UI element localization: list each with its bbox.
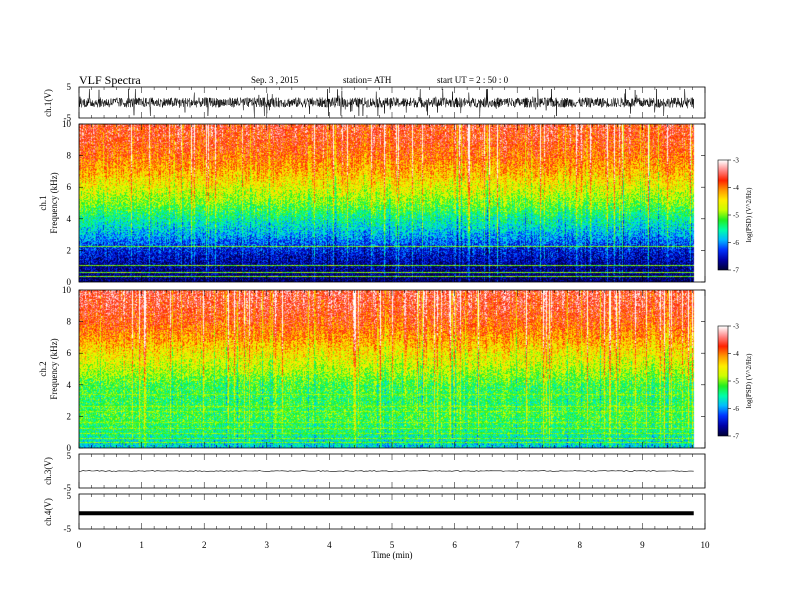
colorbar-tick-label: -3	[733, 323, 739, 331]
ytick-label: 8	[67, 317, 72, 327]
spectrogram-ch1-channel-label: ch.1	[38, 195, 48, 210]
ch4-ytick-bottom: -5	[64, 524, 72, 534]
colorbar-ch1-ticks: -3 -4 -5 -6 -7	[728, 157, 739, 275]
spectrogram-ch1-ylabel: Frequency (kHz)	[49, 172, 59, 233]
ytick-label: 6	[67, 182, 72, 192]
ch1-ytick-top: 5	[67, 82, 72, 92]
xtick-label: 6	[452, 540, 457, 550]
colorbar-tick-label: -6	[733, 405, 739, 413]
ch3-waveform	[78, 470, 694, 472]
ch3-trace-line	[78, 470, 694, 472]
colorbar-tick-label: -6	[733, 239, 739, 247]
xtick-label: 7	[515, 540, 520, 550]
x-axis-tick-labels: 0 1 2 3 4 5 6 7 8 9 10	[77, 540, 710, 550]
ch3-panel: 5 -5 ch.3(V)	[43, 451, 706, 493]
spectrogram-ch2-ylabel: Frequency (kHz)	[49, 338, 59, 399]
ytick-label: 0	[67, 277, 72, 287]
xtick-label: 0	[77, 540, 82, 550]
spectrogram-ch2-channel-label: ch.2	[38, 361, 48, 376]
xtick-label: 1	[139, 540, 144, 550]
xtick-label: 4	[327, 540, 332, 550]
ytick-label: 4	[67, 380, 72, 390]
ch1-trace-line	[78, 88, 694, 117]
colorbar-ch2-label: log(PSD) (V^2/Hz)	[745, 353, 753, 408]
date-label: Sep. 3 , 2015	[251, 75, 299, 85]
ytick-label: 2	[67, 411, 72, 421]
xtick-label: 2	[202, 540, 207, 550]
spectrogram-ch1-yticks: 0 2 4 6 8 10	[62, 119, 705, 287]
ch1-panel: 5 -5 ch.1(V)	[43, 82, 706, 123]
ytick-label: 0	[67, 443, 72, 453]
x-axis-label: Time (min)	[372, 550, 413, 560]
figure-title: VLF Spectra	[79, 73, 141, 87]
colorbar-tick-label: -5	[733, 212, 739, 220]
colorbar-ch2-ticks: -3 -4 -5 -6 -7	[728, 323, 739, 441]
ch1-ytick-bottom: -5	[64, 113, 72, 123]
xtick-label: 5	[390, 540, 395, 550]
ch4-ytick-top: 5	[67, 491, 72, 501]
ch4-panel: 5 -5 ch.4(V)	[43, 491, 706, 534]
x-axis-ticks	[78, 87, 706, 529]
ch3-ytick-top: 5	[67, 451, 72, 461]
cb1-gradient	[718, 160, 728, 270]
ch1-waveform	[78, 88, 694, 117]
spectrogram-ch1-heatmap	[79, 124, 705, 282]
start-time-label: start UT = 2 : 50 : 0	[437, 75, 509, 85]
cb2-gradient	[718, 326, 728, 436]
ytick-label: 4	[67, 214, 72, 224]
spectrogram-ch2-heatmap	[79, 290, 705, 448]
colorbar-tick-label: -7	[733, 267, 739, 275]
ytick-label: 8	[67, 151, 72, 161]
colorbar-tick-label: -7	[733, 433, 739, 441]
ytick-label: 2	[67, 245, 72, 255]
xtick-label: 9	[640, 540, 645, 550]
colorbar-tick-label: -5	[733, 378, 739, 386]
ch3-ytick-bottom: -5	[64, 483, 72, 493]
ytick-label: 6	[67, 348, 72, 358]
ytick-label: 10	[62, 119, 72, 129]
xtick-label: 8	[578, 540, 583, 550]
colorbar-tick-label: -3	[733, 157, 739, 165]
colorbar-ch1-label: log(PSD) (V^2/Hz)	[745, 187, 753, 242]
colorbar-tick-label: -4	[733, 184, 739, 192]
colorbar-tick-label: -4	[733, 350, 739, 358]
ch1-ylabel: ch.1(V)	[43, 89, 53, 117]
ch4-ylabel: ch.4(V)	[43, 498, 53, 526]
ytick-label: 10	[62, 285, 72, 295]
ch3-ylabel: ch.3(V)	[43, 457, 53, 485]
spectrogram-ch2-yticks: 0 2 4 6 8 10	[62, 285, 705, 453]
xtick-label: 10	[701, 540, 711, 550]
xtick-label: 3	[265, 540, 270, 550]
station-label: station= ATH	[343, 75, 392, 85]
